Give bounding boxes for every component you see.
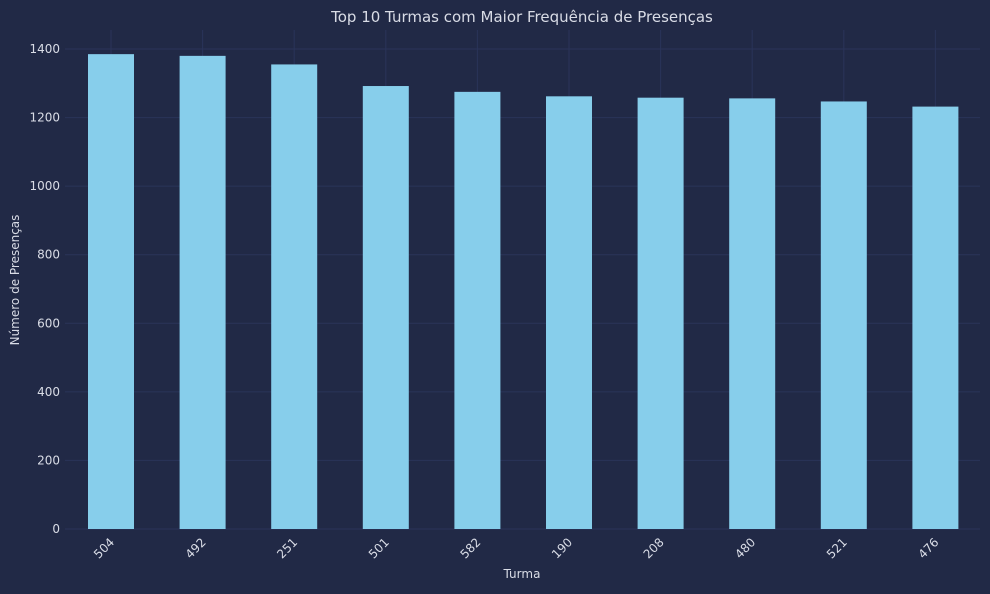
bar-504	[88, 54, 134, 530]
bar-501	[362, 86, 409, 530]
x-tick-label: 504	[91, 535, 117, 561]
y-tick-label: 1200	[29, 111, 60, 125]
x-tick-label: 208	[641, 535, 667, 561]
x-tick-label: 582	[457, 535, 483, 561]
x-tick-label: 492	[183, 535, 209, 561]
bar-480	[729, 98, 776, 529]
y-tick-label: 800	[37, 248, 60, 262]
x-tick-label: 190	[549, 535, 575, 561]
bar-582	[454, 91, 501, 529]
x-tick-label: 476	[915, 535, 941, 561]
bar-476	[912, 106, 959, 529]
x-tick-label: 501	[366, 535, 392, 561]
x-tick-label: 480	[732, 535, 758, 561]
y-tick-label: 600	[37, 316, 60, 330]
y-tick-label: 0	[52, 522, 60, 536]
bar-521	[820, 101, 867, 529]
y-tick-label: 1000	[29, 179, 60, 193]
y-tick-label: 1400	[29, 42, 60, 56]
bar-190	[546, 96, 592, 530]
y-tick-label: 200	[37, 453, 60, 467]
chart-title: Top 10 Turmas com Maior Frequência de Pr…	[330, 8, 713, 26]
bar-492	[179, 55, 226, 529]
bars	[88, 54, 959, 530]
x-tick-labels: 504 492 251 501 582 190 208 480 521 476	[91, 535, 941, 561]
y-tick-labels: 0 200 400 600 800 1000 1200 1400	[29, 42, 60, 536]
x-tick-label: 521	[824, 535, 850, 561]
y-axis-label: Número de Presenças	[8, 215, 22, 346]
x-tick-label: 251	[274, 535, 300, 561]
bar-208	[637, 97, 684, 529]
bar-251	[271, 64, 318, 529]
x-axis-label: Turma	[503, 567, 541, 581]
y-tick-label: 400	[37, 385, 60, 399]
